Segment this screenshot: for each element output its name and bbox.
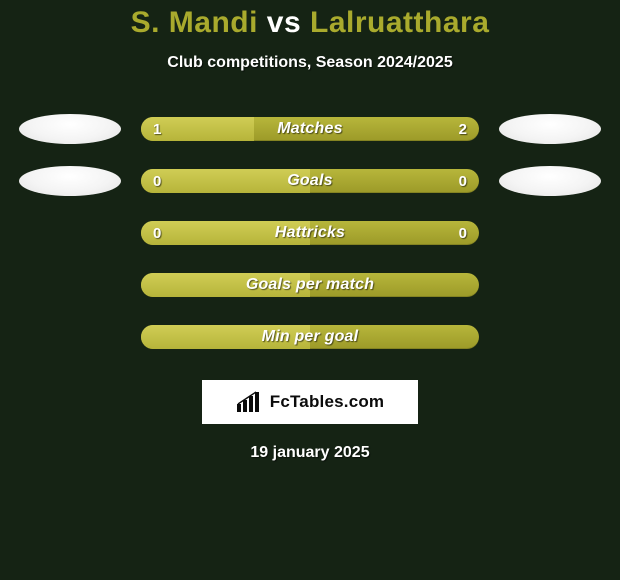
stat-row: Min per goal (0, 322, 620, 352)
player1-badge (19, 114, 121, 144)
player2-badge (499, 114, 601, 144)
source-logo: FcTables.com (202, 380, 418, 424)
stat-label: Matches (141, 117, 479, 141)
stat-row: Goals per match (0, 270, 620, 300)
player1-name: S. Mandi (131, 6, 258, 39)
player2-badge (499, 166, 601, 196)
stat-label: Hattricks (141, 221, 479, 245)
stat-bar: 00Hattricks (141, 221, 479, 245)
stat-row: 00Hattricks (0, 218, 620, 248)
stat-bar: Goals per match (141, 273, 479, 297)
stat-bar: 00Goals (141, 169, 479, 193)
stat-bar: 12Matches (141, 117, 479, 141)
bars-icon (236, 391, 264, 413)
player2-name: Lalruatthara (310, 6, 489, 39)
stats-rows: 12Matches 00Goals 00Hattricks Goals per mat… (0, 114, 620, 352)
player1-badge (19, 166, 121, 196)
stat-label: Goals (141, 169, 479, 193)
date-label: 19 january 2025 (0, 444, 620, 462)
subtitle: Club competitions, Season 2024/2025 (0, 54, 620, 72)
vs-label: vs (267, 6, 301, 39)
comparison-card: S. Mandi vs Lalruatthara Club competitio… (0, 0, 620, 445)
stat-label: Goals per match (141, 273, 479, 297)
stat-row: 12Matches (0, 114, 620, 144)
stat-bar: Min per goal (141, 325, 479, 349)
logo-text: FcTables.com (270, 392, 385, 412)
stat-label: Min per goal (141, 325, 479, 349)
stat-row: 00Goals (0, 166, 620, 196)
page-title: S. Mandi vs Lalruatthara (0, 6, 620, 40)
